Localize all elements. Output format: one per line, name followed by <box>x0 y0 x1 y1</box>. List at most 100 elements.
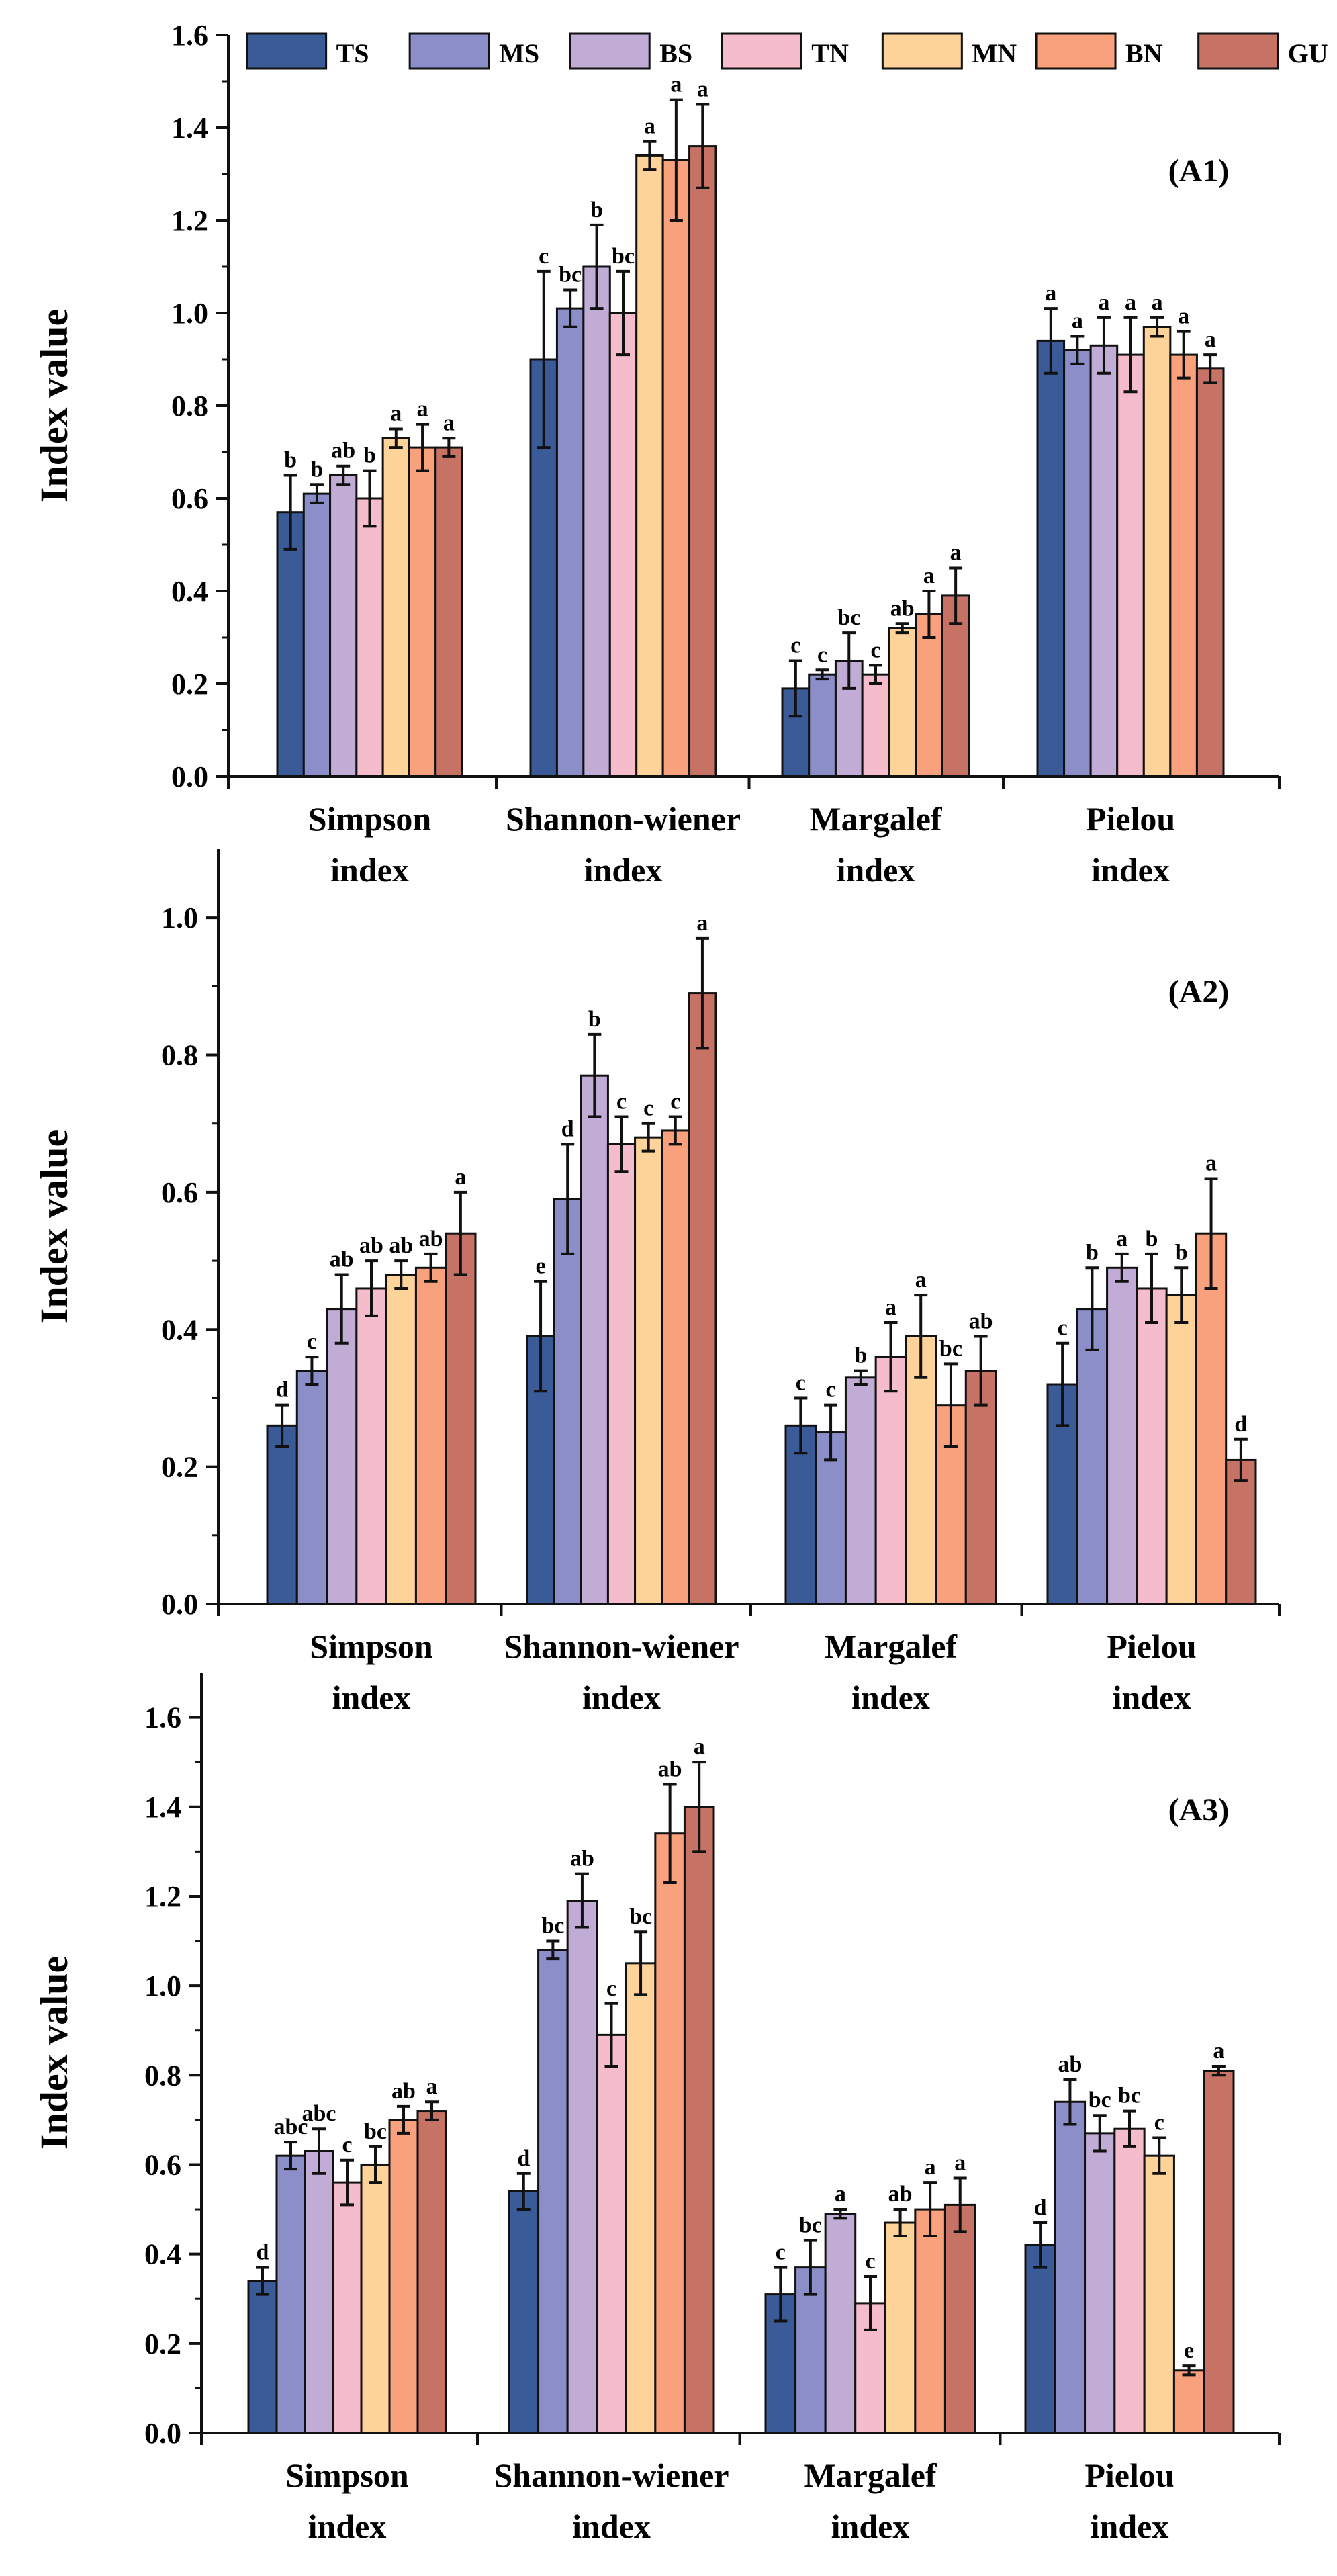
category-label: index <box>837 851 915 889</box>
significance-letter: bc <box>799 2213 822 2238</box>
significance-letter: c <box>1154 2111 1164 2135</box>
bar-gu-1 <box>445 1232 477 1605</box>
y-tick-label: 0.4 <box>161 1313 198 1346</box>
bar-ms-2 <box>553 1198 582 1605</box>
bar-gu-1 <box>416 2110 447 2434</box>
bar-bn-2 <box>661 1129 690 1605</box>
panel-label: (A3) <box>1168 1792 1230 1828</box>
significance-letter: a <box>1205 327 1216 352</box>
y-tick-label: 0.0 <box>144 2417 181 2450</box>
bar-mn-4 <box>1142 326 1172 778</box>
legend-label-gu: GU <box>1288 38 1328 69</box>
significance-letter: e <box>1184 2338 1194 2363</box>
significance-letter: b <box>590 197 603 222</box>
y-tick-label: 0.6 <box>161 1176 198 1209</box>
bar-mn-1 <box>360 2163 391 2434</box>
significance-letter: a <box>417 397 428 422</box>
significance-letter: bc <box>364 2119 387 2144</box>
bar-gu-3 <box>943 2203 976 2434</box>
bar-ts-1 <box>266 1424 298 1605</box>
y-tick-label: 0.8 <box>161 1039 198 1072</box>
significance-letter: b <box>310 457 323 482</box>
bar-mn-3 <box>884 2221 917 2434</box>
significance-letter: c <box>870 637 880 662</box>
bar-tn-3 <box>861 673 890 778</box>
significance-letter: a <box>1072 309 1083 334</box>
bar-tn-2 <box>608 312 638 778</box>
legend-swatch-ts <box>246 32 328 70</box>
bar-gu-2 <box>683 1806 715 2434</box>
significance-letter: a <box>835 2182 846 2207</box>
bar-ts-4 <box>1036 339 1066 778</box>
significance-letter: ab <box>331 439 355 463</box>
significance-letter: c <box>307 1329 317 1354</box>
significance-letter: b <box>854 1343 867 1368</box>
significance-letter: a <box>925 2155 936 2180</box>
significance-letter: b <box>1146 1227 1158 1251</box>
legend-swatch-gu <box>1197 32 1279 70</box>
significance-letter: a <box>923 564 935 588</box>
category-label: index <box>572 2507 651 2545</box>
bar-gu-4 <box>1203 2070 1235 2434</box>
legend-swatch-mn <box>881 32 963 70</box>
significance-letter: a <box>1152 290 1163 315</box>
category-label: index <box>330 851 409 889</box>
category-label: index <box>308 2507 387 2545</box>
bar-bn-2 <box>661 159 691 778</box>
y-tick-label: 0.2 <box>144 2327 181 2360</box>
chart-legend: TS MS BS TN MN BN GU <box>246 32 1328 70</box>
significance-letter: b <box>284 448 297 473</box>
significance-letter: a <box>1178 304 1189 329</box>
bar-tn-4 <box>1136 1287 1168 1605</box>
legend-swatch-ms <box>408 32 490 70</box>
significance-letter: c <box>606 1976 616 2001</box>
significance-letter: e <box>536 1254 546 1279</box>
category-label: Simpson <box>310 1628 433 1665</box>
bar-tn-2 <box>596 2033 627 2434</box>
bar-tn-1 <box>355 1287 387 1605</box>
legend-item-ts: TS <box>246 32 369 70</box>
category-label: Pielou <box>1086 800 1175 838</box>
bar-mn-2 <box>625 1962 657 2434</box>
bar-bs-2 <box>580 1074 609 1605</box>
category-label: index <box>584 851 663 889</box>
significance-letter: c <box>643 1096 653 1121</box>
bar-mn-4 <box>1143 2154 1175 2434</box>
significance-letter: c <box>776 2240 786 2265</box>
significance-letter: c <box>826 1378 836 1403</box>
category-label: index <box>831 2507 910 2545</box>
bar-ms-1 <box>275 2154 306 2434</box>
significance-letter: a <box>697 77 708 102</box>
significance-letter: c <box>539 244 549 269</box>
legend-label-bn: BN <box>1125 38 1163 69</box>
significance-letter: bc <box>541 1914 564 1939</box>
legend-item-bn: BN <box>1035 32 1163 70</box>
category-label: index <box>332 1679 411 1716</box>
significance-letter: c <box>790 633 800 658</box>
significance-letter: d <box>561 1116 574 1141</box>
significance-letter: a <box>1213 2039 1224 2063</box>
significance-letter: c <box>1058 1316 1068 1341</box>
significance-letter: d <box>276 1378 289 1403</box>
significance-letter: ab <box>419 1227 443 1251</box>
bar-ms-4 <box>1063 349 1092 778</box>
legend-swatch-tn <box>721 32 802 70</box>
significance-letter: d <box>257 2240 269 2265</box>
category-label: Pielou <box>1107 1628 1196 1665</box>
significance-letter: bc <box>939 1336 962 1361</box>
significance-letter: a <box>670 73 682 97</box>
significance-letter: bc <box>1089 2088 1111 2113</box>
legend-item-gu: GU <box>1197 32 1328 70</box>
category-label: Margalef <box>804 2456 937 2494</box>
legend-label-ms: MS <box>499 38 539 69</box>
panel-3: ddcdabcbcbcababcababccccbcbcbcabcababaea… <box>32 1673 1281 2545</box>
significance-letter: a <box>696 911 708 936</box>
significance-letter: a <box>426 2074 438 2099</box>
bar-mn-2 <box>634 1136 663 1605</box>
bar-ts-4 <box>1024 2244 1056 2434</box>
bar-bn-1 <box>388 2119 419 2434</box>
y-axis-title: Index value <box>32 309 76 502</box>
category-label: Margalef <box>809 800 942 838</box>
bar-tn-1 <box>332 2181 363 2434</box>
bar-bs-4 <box>1084 2132 1116 2434</box>
